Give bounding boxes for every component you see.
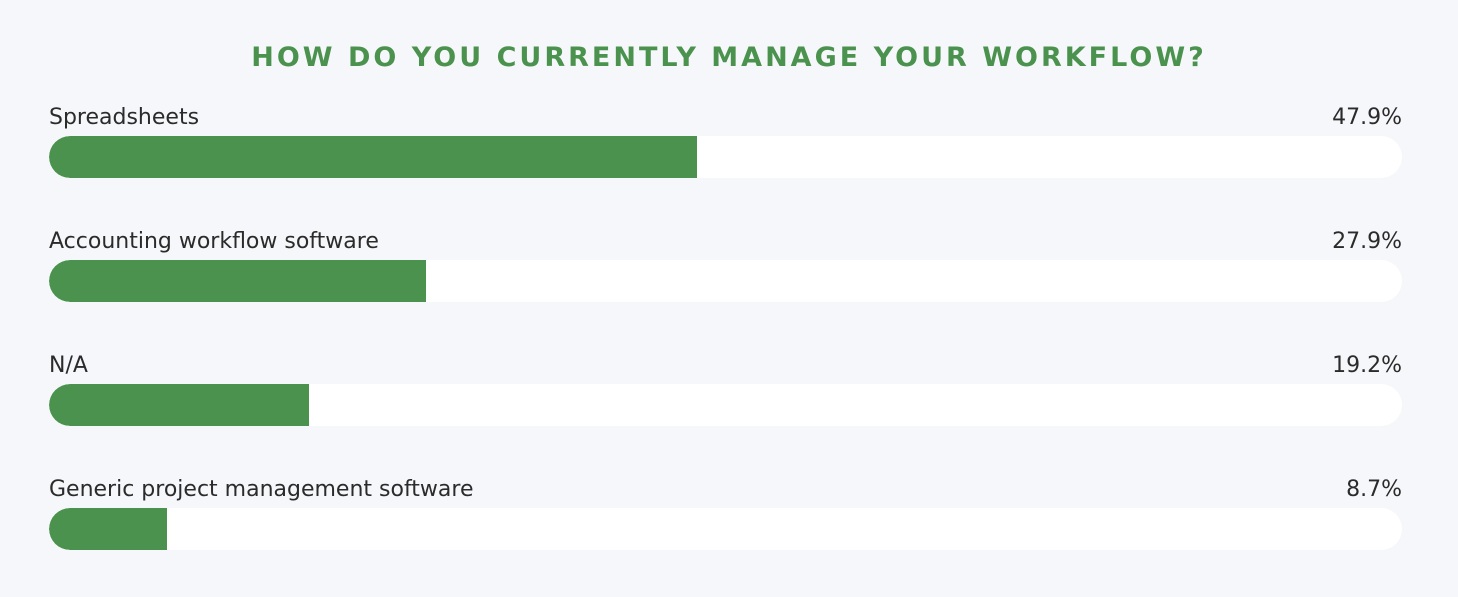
bar-row: N/A 19.2%: [49, 349, 1402, 473]
bar-value-label: 47.9%: [1332, 105, 1402, 130]
bar-row-header: N/A 19.2%: [49, 349, 1402, 384]
bar-rows: Spreadsheets 47.9% Accounting workflow s…: [49, 101, 1402, 597]
bar-track: [49, 508, 1402, 550]
bar-label: Accounting workflow software: [49, 229, 379, 254]
bar-row: Spreadsheets 47.9%: [49, 101, 1402, 225]
bar-fill: [49, 136, 697, 178]
bar-track: [49, 384, 1402, 426]
chart-title: HOW DO YOU CURRENTLY MANAGE YOUR WORKFLO…: [251, 42, 1207, 73]
bar-value-label: 27.9%: [1332, 229, 1402, 254]
bar-fill: [49, 508, 167, 550]
bar-row: Generic project management software 8.7%: [49, 473, 1402, 597]
bar-row-header: Spreadsheets 47.9%: [49, 101, 1402, 136]
bar-track: [49, 136, 1402, 178]
bar-row-header: Generic project management software 8.7%: [49, 473, 1402, 508]
bar-label: Spreadsheets: [49, 105, 200, 130]
bar-fill: [49, 384, 309, 426]
bar-track: [49, 260, 1402, 302]
bar-row: Accounting workflow software 27.9%: [49, 225, 1402, 349]
bar-row-header: Accounting workflow software 27.9%: [49, 225, 1402, 260]
bar-fill: [49, 260, 426, 302]
bar-label: Generic project management software: [49, 477, 474, 502]
bar-label: N/A: [49, 353, 88, 378]
bar-value-label: 19.2%: [1332, 353, 1402, 378]
bar-value-label: 8.7%: [1346, 477, 1402, 502]
